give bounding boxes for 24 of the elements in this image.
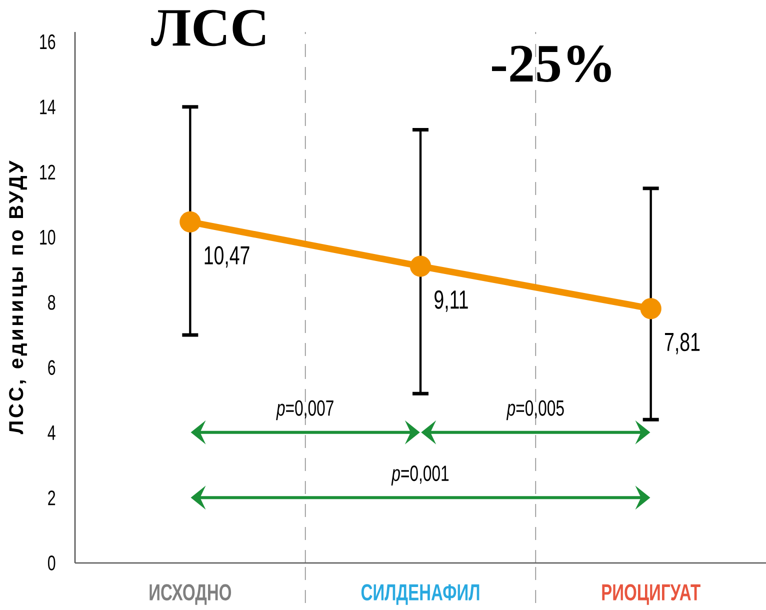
y-tick-label: 0 (48, 556, 56, 570)
point (640, 298, 662, 320)
y-tick-label: 4 (48, 425, 56, 440)
x-tick-label: РИОЦИГУАТ (602, 584, 700, 605)
chart-title: ЛСС (151, 10, 265, 46)
annotation: -25% (492, 46, 611, 82)
point (410, 256, 432, 277)
y-tick-label: 10 (40, 230, 56, 245)
y-tick-label: 12 (40, 164, 56, 180)
annotation: p=0,001 (391, 466, 449, 486)
y-tick-label: 6 (48, 360, 56, 375)
data-label: 10,47 (204, 246, 250, 268)
point (180, 211, 201, 232)
x-tick-label: ИСХОДНО (150, 584, 232, 605)
y-tick-label: 2 (48, 490, 56, 506)
data-label: 9,11 (434, 290, 468, 312)
y-tick-label: 16 (40, 34, 56, 50)
annotation: p=0,007 (276, 400, 334, 420)
x-tick-label: СИЛДЕНАФИЛ (361, 584, 480, 605)
y-tick-label: 8 (48, 294, 56, 310)
data-label: 7,81 (664, 332, 700, 354)
y-tick-label: 14 (40, 100, 56, 114)
y-axis-title: ЛСС, единицы по ВУДУ (9, 160, 27, 434)
annotation: p=0,005 (506, 400, 564, 420)
